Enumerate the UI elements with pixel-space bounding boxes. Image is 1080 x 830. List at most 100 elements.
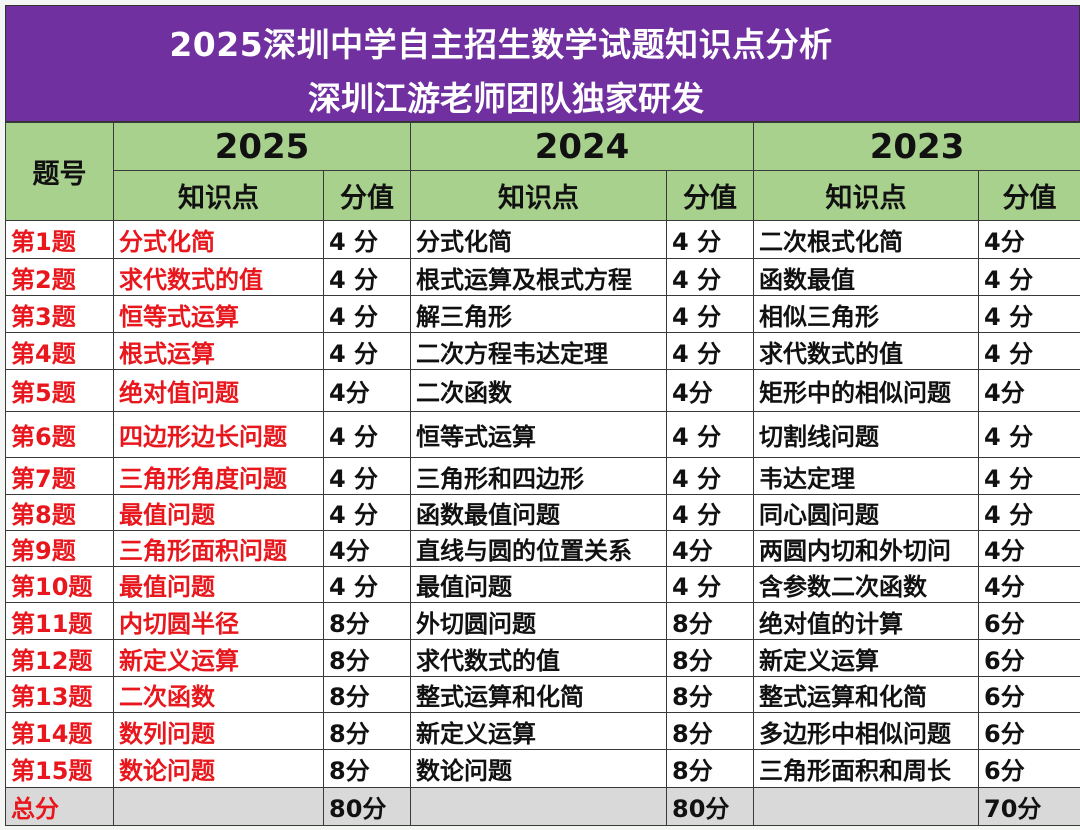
question-cell[interactable]: 第7题 (5, 457, 114, 495)
question-cell[interactable]: 第5题 (5, 369, 114, 412)
knowledge-2024-cell[interactable]: 整式运算和化简 (410, 676, 668, 713)
knowledge-2025-cell[interactable]: 求代数式的值 (113, 258, 324, 296)
score-2025-cell[interactable]: 8分 (322, 639, 412, 677)
total-label[interactable]: 总分 (5, 787, 114, 826)
knowledge-2025-cell[interactable]: 二次函数 (113, 676, 324, 713)
knowledge-2024-cell[interactable]: 求代数式的值 (410, 639, 668, 677)
total-empty-2023[interactable] (753, 787, 980, 826)
question-cell[interactable]: 第8题 (5, 494, 114, 531)
knowledge-2024-cell[interactable]: 外切圆问题 (410, 602, 668, 640)
score-2025-cell[interactable]: 4 分 (322, 494, 412, 531)
header-score-2024[interactable]: 分值 (666, 170, 755, 221)
knowledge-2025-cell[interactable]: 三角形角度问题 (113, 457, 324, 495)
question-cell[interactable]: 第3题 (5, 295, 114, 333)
knowledge-2023-cell[interactable]: 多边形中相似问题 (753, 712, 980, 750)
question-cell[interactable]: 第1题 (5, 220, 114, 259)
score-2023-cell[interactable]: 6分 (978, 749, 1080, 788)
score-2024-cell[interactable]: 4 分 (666, 457, 755, 495)
total-score-2023[interactable]: 70分 (978, 787, 1080, 826)
score-2025-cell[interactable]: 4 分 (322, 457, 412, 495)
knowledge-2025-cell[interactable]: 四边形边长问题 (113, 411, 324, 458)
score-2024-cell[interactable]: 4 分 (666, 220, 755, 259)
knowledge-2025-cell[interactable]: 三角形面积问题 (113, 530, 324, 567)
score-2023-cell[interactable]: 4分 (978, 220, 1080, 259)
knowledge-2024-cell[interactable]: 二次函数 (410, 369, 668, 412)
knowledge-2023-cell[interactable]: 绝对值的计算 (753, 602, 980, 640)
score-2023-cell[interactable]: 6分 (978, 712, 1080, 750)
score-2024-cell[interactable]: 8分 (666, 712, 755, 750)
knowledge-2024-cell[interactable]: 最值问题 (410, 566, 668, 603)
knowledge-2023-cell[interactable]: 同心圆问题 (753, 494, 980, 531)
title-banner[interactable]: 2025深圳中学自主招生数学试题知识点分析 深圳江游老师团队独家研发 (5, 5, 1080, 122)
score-2025-cell[interactable]: 4 分 (322, 258, 412, 296)
score-2023-cell[interactable]: 6分 (978, 676, 1080, 713)
score-2024-cell[interactable]: 8分 (666, 602, 755, 640)
knowledge-2025-cell[interactable]: 内切圆半径 (113, 602, 324, 640)
score-2023-cell[interactable]: 4分 (978, 369, 1080, 412)
question-cell[interactable]: 第11题 (5, 602, 114, 640)
knowledge-2025-cell[interactable]: 根式运算 (113, 332, 324, 370)
knowledge-2023-cell[interactable]: 求代数式的值 (753, 332, 980, 370)
score-2025-cell[interactable]: 4分 (322, 369, 412, 412)
knowledge-2023-cell[interactable]: 函数最值 (753, 258, 980, 296)
knowledge-2025-cell[interactable]: 数列问题 (113, 712, 324, 750)
knowledge-2023-cell[interactable]: 相似三角形 (753, 295, 980, 333)
score-2025-cell[interactable]: 4分 (322, 530, 412, 567)
question-cell[interactable]: 第12题 (5, 639, 114, 677)
knowledge-2024-cell[interactable]: 解三角形 (410, 295, 668, 333)
knowledge-2025-cell[interactable]: 最值问题 (113, 494, 324, 531)
score-2023-cell[interactable]: 4 分 (978, 457, 1080, 495)
knowledge-2025-cell[interactable]: 恒等式运算 (113, 295, 324, 333)
score-2023-cell[interactable]: 4 分 (978, 494, 1080, 531)
knowledge-2025-cell[interactable]: 绝对值问题 (113, 369, 324, 412)
question-cell[interactable]: 第2题 (5, 258, 114, 296)
score-2023-cell[interactable]: 4 分 (978, 411, 1080, 458)
total-empty-2025[interactable] (113, 787, 324, 826)
question-cell[interactable]: 第14题 (5, 712, 114, 750)
header-score-2023[interactable]: 分值 (978, 170, 1080, 221)
header-year-2025[interactable]: 2025 (112, 122, 412, 171)
score-2025-cell[interactable]: 8分 (322, 676, 412, 713)
knowledge-2023-cell[interactable]: 含参数二次函数 (753, 566, 980, 603)
score-2024-cell[interactable]: 4 分 (666, 258, 755, 296)
knowledge-2025-cell[interactable]: 数论问题 (113, 749, 324, 788)
knowledge-2024-cell[interactable]: 二次方程韦达定理 (410, 332, 668, 370)
score-2025-cell[interactable]: 4 分 (322, 332, 412, 370)
header-knowledge-2024[interactable]: 知识点 (410, 170, 668, 221)
knowledge-2025-cell[interactable]: 分式化简 (113, 220, 324, 259)
score-2023-cell[interactable]: 4分 (978, 566, 1080, 603)
score-2024-cell[interactable]: 8分 (666, 676, 755, 713)
header-knowledge-2025[interactable]: 知识点 (113, 170, 324, 221)
question-cell[interactable]: 第13题 (5, 676, 114, 713)
knowledge-2024-cell[interactable]: 新定义运算 (410, 712, 668, 750)
knowledge-2024-cell[interactable]: 根式运算及根式方程 (410, 258, 668, 296)
knowledge-2025-cell[interactable]: 最值问题 (113, 566, 324, 603)
header-year-2024[interactable]: 2024 (410, 122, 755, 171)
score-2025-cell[interactable]: 4 分 (322, 411, 412, 458)
score-2024-cell[interactable]: 4分 (666, 369, 755, 412)
score-2024-cell[interactable]: 4 分 (666, 332, 755, 370)
score-2023-cell[interactable]: 4 分 (978, 295, 1080, 333)
knowledge-2023-cell[interactable]: 韦达定理 (753, 457, 980, 495)
score-2023-cell[interactable]: 4 分 (978, 332, 1080, 370)
knowledge-2024-cell[interactable]: 直线与圆的位置关系 (410, 530, 668, 567)
score-2024-cell[interactable]: 4分 (666, 530, 755, 567)
score-2023-cell[interactable]: 4 分 (978, 258, 1080, 296)
knowledge-2023-cell[interactable]: 新定义运算 (753, 639, 980, 677)
score-2025-cell[interactable]: 8分 (322, 602, 412, 640)
score-2024-cell[interactable]: 4 分 (666, 411, 755, 458)
score-2024-cell[interactable]: 4 分 (666, 295, 755, 333)
score-2024-cell[interactable]: 8分 (666, 749, 755, 788)
total-empty-2024[interactable] (410, 787, 668, 826)
knowledge-2023-cell[interactable]: 矩形中的相似问题 (753, 369, 980, 412)
header-year-2023[interactable]: 2023 (753, 122, 1080, 171)
knowledge-2023-cell[interactable]: 切割线问题 (753, 411, 980, 458)
score-2023-cell[interactable]: 6分 (978, 602, 1080, 640)
knowledge-2024-cell[interactable]: 分式化简 (410, 220, 668, 259)
question-cell[interactable]: 第15题 (5, 749, 114, 788)
score-2024-cell[interactable]: 8分 (666, 639, 755, 677)
knowledge-2023-cell[interactable]: 整式运算和化简 (753, 676, 980, 713)
knowledge-2024-cell[interactable]: 数论问题 (410, 749, 668, 788)
total-score-2025[interactable]: 80分 (322, 787, 412, 826)
question-cell[interactable]: 第9题 (5, 530, 114, 567)
